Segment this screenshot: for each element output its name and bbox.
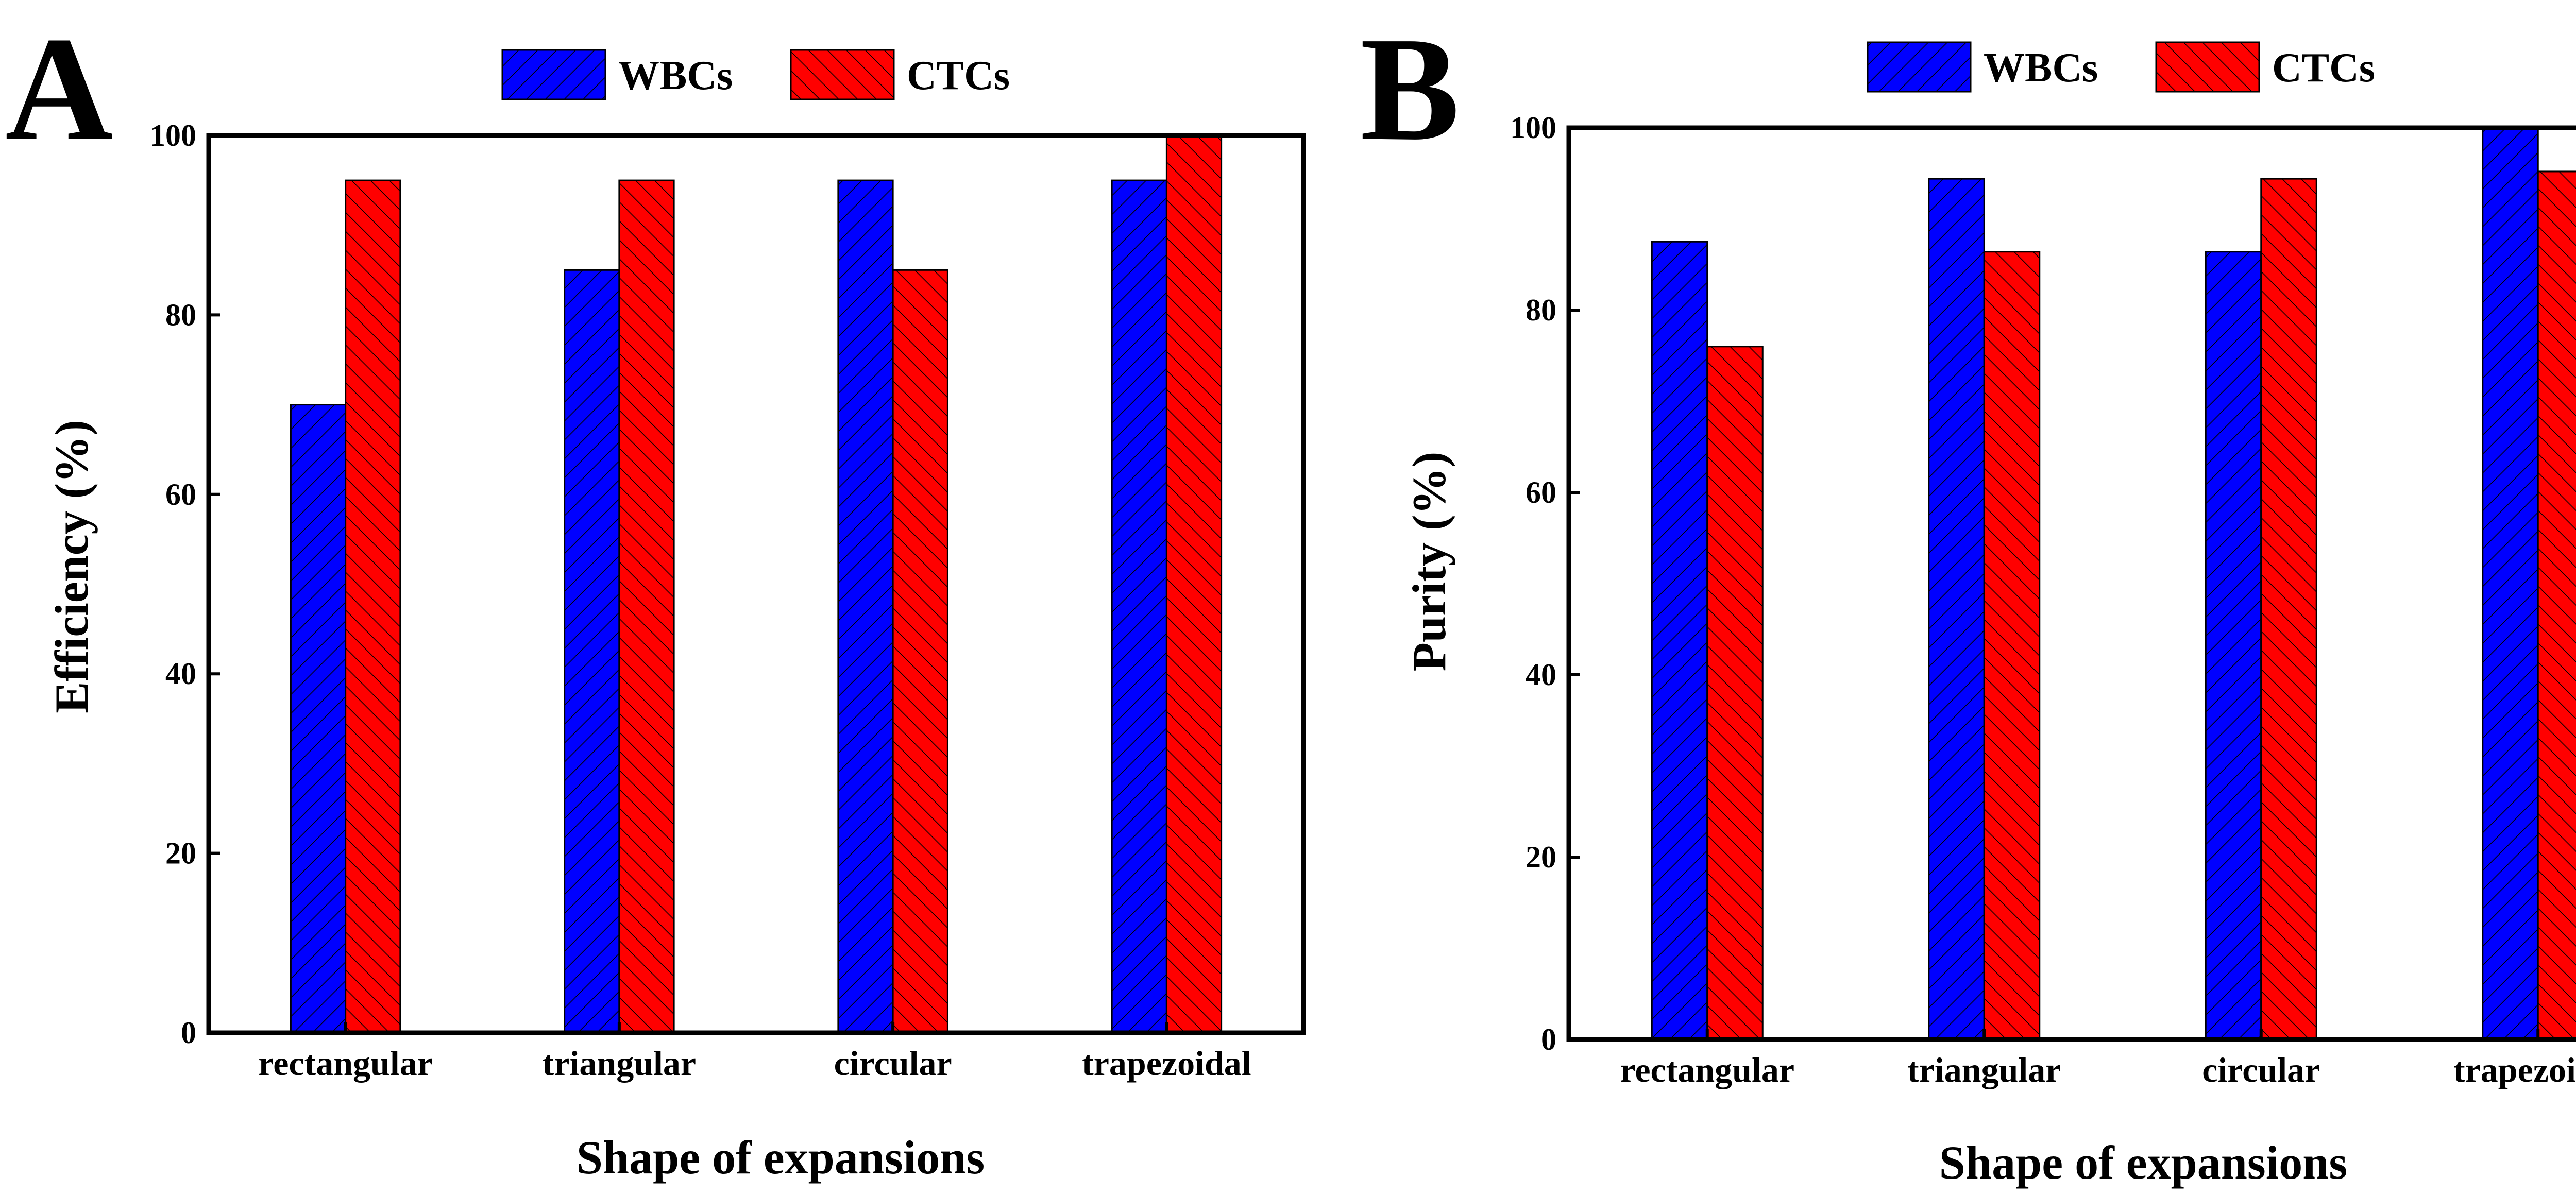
bar-wbcs-circular bbox=[2205, 251, 2262, 1040]
y-tick-label: 60 bbox=[1526, 475, 1556, 509]
x-category-label: circular bbox=[834, 1044, 952, 1083]
bar-ctcs-rectangular bbox=[345, 179, 401, 1034]
legend-swatch-ctcs bbox=[790, 49, 895, 100]
bar-ctcs-circular bbox=[2260, 178, 2317, 1040]
legend-swatch-wbcs bbox=[1867, 41, 1972, 93]
x-category-label: rectangular bbox=[258, 1044, 433, 1083]
legend-label-wbcs: WBCs bbox=[618, 53, 733, 98]
bar-wbcs-rectangular bbox=[290, 404, 347, 1034]
y-tick-label: 40 bbox=[1526, 658, 1556, 692]
y-tick-label: 80 bbox=[165, 298, 196, 332]
x-category-label: trapezoidal bbox=[2453, 1050, 2576, 1089]
bar-ctcs-triangular bbox=[1983, 251, 2041, 1040]
panel-b-letter: B bbox=[1360, 6, 1460, 172]
bar-wbcs-circular bbox=[837, 179, 894, 1034]
bar-ctcs-triangular bbox=[618, 179, 675, 1034]
x-category-label: circular bbox=[2202, 1050, 2320, 1089]
panel-b-bars bbox=[1651, 127, 2576, 1040]
y-tick-label: 80 bbox=[1526, 293, 1556, 327]
bar-wbcs-trapezoidal bbox=[1111, 179, 1167, 1034]
y-tick-label: 100 bbox=[150, 118, 196, 152]
panel-a-chart: A WBCs CTCs 0 20 40 60 80 100 rectangular trian… bbox=[5, 6, 1306, 1184]
legend-label-ctcs: CTCs bbox=[2272, 45, 2375, 91]
y-tick-label: 40 bbox=[165, 657, 196, 691]
plot-frame bbox=[206, 133, 1306, 1035]
bar-wbcs-rectangular bbox=[1651, 241, 1708, 1040]
panel-a-x-axis-title: Shape of expansions bbox=[577, 1131, 985, 1184]
bar-ctcs-rectangular bbox=[1706, 346, 1764, 1040]
panel-a-y-axis-title: Efficiency (%) bbox=[45, 420, 98, 713]
bar-ctcs-circular bbox=[892, 269, 948, 1034]
y-tick-label: 100 bbox=[1510, 111, 1556, 145]
y-tick-label: 0 bbox=[1541, 1022, 1556, 1056]
panel-b-x-axis-title: Shape of expansions bbox=[1939, 1136, 2347, 1189]
x-category-label: trapezoidal bbox=[1082, 1044, 1251, 1083]
panel-a-axes bbox=[206, 133, 1306, 1035]
bar-ctcs-trapezoidal bbox=[1165, 134, 1223, 1034]
panel-b-chart: B WBCs CTCs 0 20 40 60 80 100 rectangular trian… bbox=[1360, 6, 2576, 1189]
panel-a-bars bbox=[290, 134, 1223, 1034]
panel-a-x-categories: rectangular triangular circular trapezoidal bbox=[258, 1022, 1251, 1083]
y-tick-label: 20 bbox=[1526, 840, 1556, 874]
bar-wbcs-triangular bbox=[1928, 178, 1985, 1040]
legend-swatch-ctcs bbox=[2155, 41, 2260, 93]
x-category-label: rectangular bbox=[1620, 1050, 1794, 1089]
panel-a-legend: WBCs CTCs bbox=[501, 49, 1010, 100]
y-tick-label: 60 bbox=[165, 477, 196, 511]
panel-b-x-categories: rectangular triangular circular trapezoidal bbox=[1620, 1029, 2576, 1089]
y-tick-label: 20 bbox=[165, 836, 196, 870]
legend-label-wbcs: WBCs bbox=[1984, 45, 2098, 91]
panel-a-y-ticks: 0 20 40 60 80 100 bbox=[150, 118, 220, 1050]
bar-wbcs-triangular bbox=[564, 269, 620, 1034]
plot-frame bbox=[1566, 125, 2576, 1042]
x-category-label: triangular bbox=[1907, 1050, 2061, 1089]
y-tick-label: 0 bbox=[181, 1016, 196, 1050]
bar-ctcs-trapezoidal bbox=[2537, 170, 2576, 1040]
panel-b-axes bbox=[1566, 125, 2576, 1042]
panel-b-legend: WBCs CTCs bbox=[1867, 41, 2375, 93]
x-category-label: triangular bbox=[543, 1044, 696, 1083]
legend-swatch-wbcs bbox=[501, 49, 606, 100]
panel-b-y-ticks: 0 20 40 60 80 100 bbox=[1510, 111, 1580, 1056]
bar-wbcs-trapezoidal bbox=[2482, 127, 2539, 1040]
legend-label-ctcs: CTCs bbox=[907, 53, 1010, 98]
panel-b-y-axis-title: Purity (%) bbox=[1403, 452, 1455, 672]
panel-a-letter: A bbox=[5, 6, 113, 172]
